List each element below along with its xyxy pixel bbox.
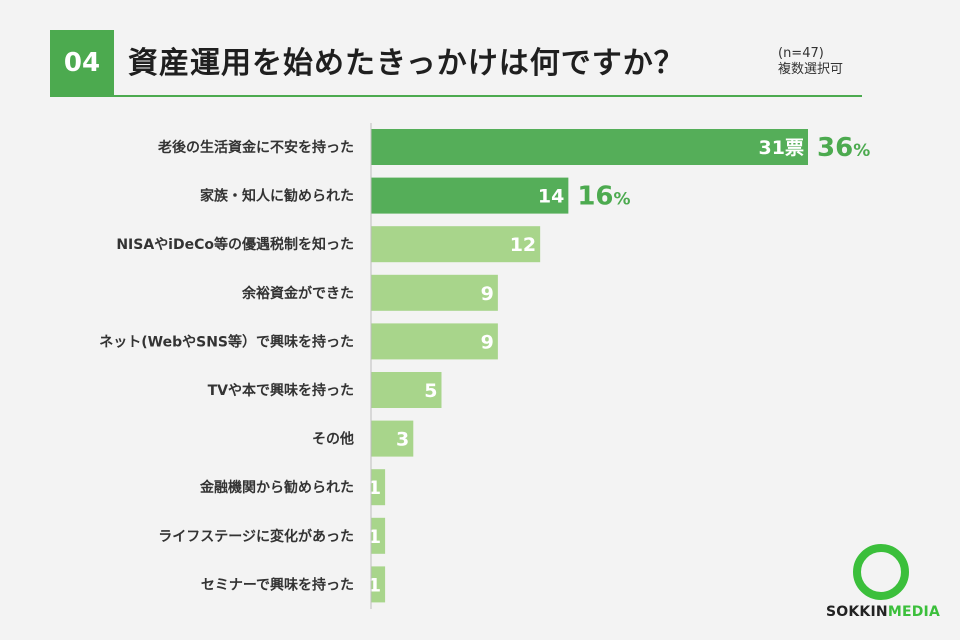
bar [371,420,414,457]
value-label: 5 [424,380,437,402]
value-label: 1 [368,574,381,596]
chart-title: 資産運用を始めたきっかけは何ですか？ [128,46,685,81]
value-label: 3 [396,429,409,451]
chart-meta: (n=47) 複数選択可 [778,46,843,78]
question-number-badge: 04 [50,30,114,96]
selection-note: 複数選択可 [778,62,844,77]
bar [371,129,808,165]
value-label: 9 [481,283,494,305]
value-label: 9 [481,331,494,353]
category-label: 金融機関から勧められた [199,479,354,496]
category-label: ライフステージに変化があった [158,528,354,545]
value-label: 1 [368,526,381,548]
sokkin-media-logo: SOKKINMEDIA [826,544,940,628]
category-label: 余裕資金ができた [241,285,354,302]
bar [371,274,498,311]
bar [371,566,386,603]
percent-label: 16% [577,182,630,212]
category-label: ネット(WebやSNS等）で興味を持った [99,333,354,350]
bar [371,177,569,214]
category-label: NISAやiDeCo等の優遇税制を知った [116,236,354,253]
value-label: 14 [538,186,564,208]
category-label: その他 [312,431,354,448]
value-label: 1 [368,477,381,499]
logo-ring-icon [853,544,909,600]
category-label: TVや本で興味を持った [208,382,354,399]
percent-label: 36% [817,133,870,163]
logo-text-dark: SOKKIN [826,604,888,620]
sample-size: (n=47) [778,46,824,61]
value-label: 12 [510,234,536,256]
bar [371,323,498,360]
logo-text: SOKKINMEDIA [826,604,940,620]
category-label: セミナーで興味を持った [201,576,354,593]
bar [371,372,442,408]
bar [371,226,541,263]
bar [371,469,386,506]
title-underline [50,95,862,97]
bar [371,517,386,554]
logo-text-green: MEDIA [887,604,940,620]
category-label: 家族・知人に勧められた [200,188,354,205]
category-label: 老後の生活資金に不安を持った [158,139,354,156]
value-label: 31票 [759,137,804,159]
